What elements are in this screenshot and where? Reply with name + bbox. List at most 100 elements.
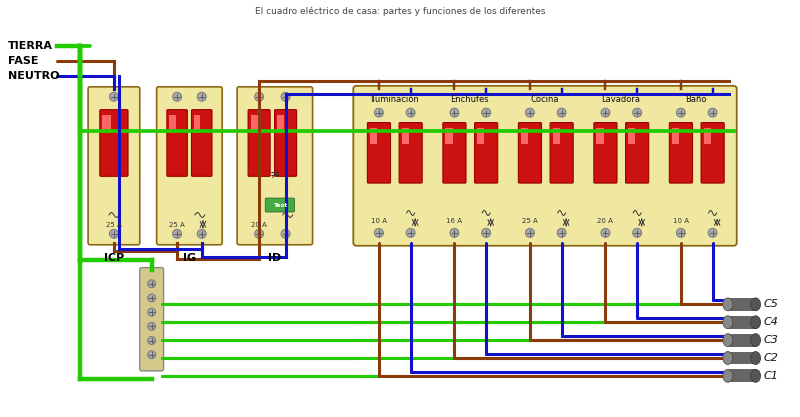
Bar (553, 128, 560, 144)
FancyBboxPatch shape (167, 110, 187, 176)
Circle shape (148, 280, 156, 288)
Circle shape (281, 92, 290, 101)
Circle shape (526, 229, 534, 237)
Circle shape (110, 229, 118, 238)
Circle shape (281, 229, 290, 238)
Bar (728, 369, 756, 382)
Circle shape (633, 229, 642, 237)
Bar (596, 128, 604, 144)
FancyBboxPatch shape (237, 87, 313, 245)
FancyBboxPatch shape (100, 110, 128, 176)
Bar (446, 128, 453, 144)
Text: NEUTRO: NEUTRO (8, 71, 59, 81)
Text: Baño: Baño (686, 95, 706, 104)
Circle shape (677, 108, 686, 117)
Text: Iluminación: Iluminación (370, 95, 418, 104)
Circle shape (374, 108, 383, 117)
Ellipse shape (750, 298, 761, 311)
Text: 10 A: 10 A (673, 218, 689, 224)
Text: 20 A: 20 A (598, 218, 614, 224)
FancyBboxPatch shape (367, 123, 390, 183)
FancyBboxPatch shape (88, 87, 140, 245)
Text: ≠: ≠ (270, 167, 280, 180)
Text: C4: C4 (763, 317, 778, 327)
Ellipse shape (750, 369, 761, 382)
Bar (194, 115, 201, 133)
Text: 10 A: 10 A (371, 218, 387, 224)
Ellipse shape (750, 334, 761, 347)
Circle shape (557, 229, 566, 237)
Circle shape (450, 108, 459, 117)
Circle shape (601, 108, 610, 117)
FancyBboxPatch shape (474, 123, 498, 183)
Text: IG: IG (183, 253, 196, 263)
FancyBboxPatch shape (191, 110, 212, 176)
Circle shape (708, 108, 717, 117)
Text: El cuadro eléctrico de casa: partes y funciones de los diferentes: El cuadro eléctrico de casa: partes y fu… (254, 6, 546, 16)
FancyBboxPatch shape (274, 110, 297, 176)
FancyBboxPatch shape (670, 123, 693, 183)
Circle shape (677, 229, 686, 237)
Ellipse shape (723, 298, 733, 311)
Circle shape (173, 92, 182, 101)
Circle shape (633, 108, 642, 117)
Circle shape (374, 229, 383, 237)
Circle shape (450, 229, 459, 237)
FancyBboxPatch shape (594, 123, 617, 183)
Circle shape (406, 229, 415, 237)
Bar (728, 334, 756, 347)
Circle shape (406, 108, 415, 117)
Bar (170, 115, 176, 133)
FancyBboxPatch shape (518, 123, 542, 183)
Text: 25 A: 25 A (106, 222, 122, 228)
Circle shape (148, 337, 156, 344)
Bar (250, 115, 258, 133)
Circle shape (148, 308, 156, 316)
Ellipse shape (723, 369, 733, 382)
Ellipse shape (723, 334, 733, 347)
Bar (370, 128, 378, 144)
Ellipse shape (723, 316, 733, 329)
Text: 25 A: 25 A (522, 218, 538, 224)
Text: Enchufes: Enchufes (450, 95, 489, 104)
Circle shape (557, 108, 566, 117)
Bar (277, 115, 284, 133)
Text: TIERRA: TIERRA (8, 41, 53, 51)
Text: ICP: ICP (104, 253, 124, 263)
Circle shape (198, 229, 206, 238)
Bar (728, 316, 756, 329)
Circle shape (254, 229, 263, 238)
Circle shape (482, 108, 490, 117)
FancyBboxPatch shape (550, 123, 573, 183)
Circle shape (254, 92, 263, 101)
Circle shape (601, 229, 610, 237)
Text: Cocina: Cocina (530, 95, 559, 104)
Circle shape (148, 351, 156, 359)
Text: Test: Test (273, 203, 287, 208)
Circle shape (482, 229, 490, 237)
Text: 25 A: 25 A (170, 222, 185, 228)
Bar (728, 298, 756, 311)
Circle shape (148, 322, 156, 330)
Circle shape (173, 229, 182, 238)
Bar (628, 128, 635, 144)
Text: ID: ID (268, 253, 282, 263)
Ellipse shape (750, 316, 761, 329)
FancyBboxPatch shape (248, 110, 270, 176)
Circle shape (198, 92, 206, 101)
FancyBboxPatch shape (266, 198, 294, 212)
Circle shape (110, 92, 118, 101)
FancyBboxPatch shape (399, 123, 422, 183)
Bar (728, 352, 756, 364)
Text: C2: C2 (763, 353, 778, 363)
Bar (402, 128, 409, 144)
Circle shape (708, 229, 717, 237)
Bar (521, 128, 528, 144)
FancyBboxPatch shape (354, 86, 737, 246)
Text: C5: C5 (763, 299, 778, 309)
Text: 16 A: 16 A (446, 218, 462, 224)
Ellipse shape (750, 352, 761, 364)
FancyBboxPatch shape (626, 123, 649, 183)
Bar (703, 128, 711, 144)
Ellipse shape (723, 352, 733, 364)
